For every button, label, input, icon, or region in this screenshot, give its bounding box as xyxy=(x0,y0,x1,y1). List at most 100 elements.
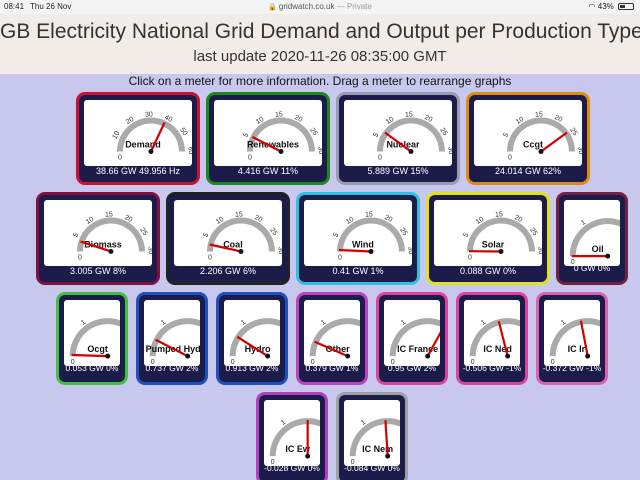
gauge-face: 1230IC Ned xyxy=(464,300,520,366)
gauge-face: 5 10 15 20 25 30 0 Nuclear xyxy=(344,100,452,166)
tick-label: 20 xyxy=(553,114,563,124)
tick-label: 30 xyxy=(316,146,322,155)
gauge-svg: 1230IC Nem xyxy=(349,418,400,466)
meter-label: IC France xyxy=(397,344,438,354)
meter-renewables[interactable]: 5 10 15 20 25 30 0 Renewables 4.416 GW 11% xyxy=(206,92,330,185)
gauge-svg: 5 10 15 20 25 30 0 Nuclear xyxy=(372,111,452,161)
tick-label: 10 xyxy=(255,116,265,126)
gauge-face: 1230Other xyxy=(304,300,360,366)
gauge-face: 1230IC Irl xyxy=(544,300,600,366)
meter-label: Coal xyxy=(223,239,243,249)
meter-readout: 5.889 GW 15% xyxy=(367,166,429,176)
address-bar[interactable]: 🔒 gridwatch.co.uk — Private xyxy=(0,2,640,11)
gauge-needle xyxy=(384,420,389,457)
gauge-svg: 5 10 15 20 25 30 0 Renewables xyxy=(242,111,322,161)
date: Thu 26 Nov xyxy=(30,2,72,11)
meter-ccgt[interactable]: 5 10 15 20 25 30 0 Ccgt 24.014 GW 62% xyxy=(466,92,590,185)
meter-readout: 0.913 GW 2% xyxy=(225,363,279,373)
gauge-arc xyxy=(549,318,600,357)
gauge-arc xyxy=(336,217,405,252)
tick-label-zero: 0 xyxy=(118,154,122,161)
gauge-needle xyxy=(251,135,282,153)
gauge-needle xyxy=(314,340,349,358)
tick-label: 25 xyxy=(138,227,148,237)
meter-readout: 2.206 GW 6% xyxy=(199,266,257,276)
meter-label: Demand xyxy=(125,139,161,149)
gauge-hub xyxy=(408,148,414,154)
gauge-svg: 1230Other xyxy=(309,318,360,366)
meter-coal[interactable]: 5 10 15 20 25 30 0 Coal 2.206 GW 6% xyxy=(166,192,290,285)
gauge-arc xyxy=(69,318,120,357)
gauge-face: 5 10 15 20 25 30 0 Wind xyxy=(304,200,412,266)
gauge-hub xyxy=(148,148,154,154)
gauge-needle xyxy=(209,243,242,253)
tick-label: 20 xyxy=(423,114,433,124)
meter-wind[interactable]: 5 10 15 20 25 30 0 Wind 0.41 GW 1% xyxy=(296,192,420,285)
gauge-needle xyxy=(80,240,112,253)
private-label: — Private xyxy=(336,2,372,11)
tick-label: 15 xyxy=(275,111,283,118)
tick-label: 25 xyxy=(568,127,578,137)
gauge-arc xyxy=(76,217,145,252)
tick-label: 30 xyxy=(276,246,282,255)
meter-readout: 3.005 GW 8% xyxy=(69,266,127,276)
tick-label: 1 xyxy=(480,319,487,327)
meter-label: Wind xyxy=(352,239,374,249)
tick-label: 1 xyxy=(580,219,587,227)
gauge-hub xyxy=(305,453,311,459)
meter-readout: -0.372 GW -1% xyxy=(542,363,602,373)
gauge-face: 1350Hydro xyxy=(224,300,280,366)
meter-label: Renewables xyxy=(247,139,299,149)
gauge-svg: 1350Ocgt xyxy=(69,318,120,366)
gauge-face: 5 10 15 20 25 30 0 Biomass xyxy=(44,200,152,266)
gauge-svg: 5 10 15 20 25 30 0 Solar xyxy=(462,211,542,261)
tick-label-zero: 0 xyxy=(78,254,82,261)
meter-nuclear[interactable]: 5 10 15 20 25 30 0 Nuclear 5.889 GW 15% xyxy=(336,92,460,185)
tick-label-zero: 0 xyxy=(468,254,472,261)
tick-label: 15 xyxy=(405,111,413,118)
tick-label: 15 xyxy=(365,211,373,218)
gauge-arc xyxy=(466,217,535,252)
tick-label: 30 xyxy=(406,246,412,255)
tick-label-zero: 0 xyxy=(391,359,395,366)
tick-label: 30 xyxy=(446,146,452,155)
meter-readout: -0.028 GW 0% xyxy=(264,463,320,473)
meter-solar[interactable]: 5 10 15 20 25 30 0 Solar 0.088 GW 0% xyxy=(426,192,550,285)
lock-icon: 🔒 xyxy=(268,4,277,11)
gauge-hub xyxy=(498,248,504,254)
gauge-svg: 5 10 15 20 25 30 0 Coal xyxy=(202,211,282,261)
meter-label: IC Nem xyxy=(362,444,393,454)
tick-label: 1 xyxy=(360,419,367,427)
tick-label: 10 xyxy=(345,216,355,226)
tick-label-zero: 0 xyxy=(338,254,342,261)
meter-ic-ned[interactable]: 1230IC Ned-0.506 GW -1% xyxy=(456,292,528,385)
gauge-arc xyxy=(506,117,575,152)
meter-readout: 0.95 GW 2% xyxy=(387,363,437,373)
tick-label-zero: 0 xyxy=(351,459,355,466)
meter-biomass[interactable]: 5 10 15 20 25 30 0 Biomass 3.005 GW 8% xyxy=(36,192,160,285)
gauge-hub xyxy=(108,248,114,254)
tick-label: 30 xyxy=(146,246,152,255)
tick-label: 25 xyxy=(438,127,448,137)
meter-ic-nem[interactable]: 1230IC Nem-0.084 GW 0% xyxy=(336,392,408,480)
meter-label: Other xyxy=(326,344,351,354)
meter-readout: 24.014 GW 62% xyxy=(494,166,562,176)
meter-ocgt[interactable]: 1350Ocgt0.053 GW 0% xyxy=(56,292,128,385)
meter-other[interactable]: 1230Other0.379 GW 1% xyxy=(296,292,368,385)
meter-readout: -0.084 GW 0% xyxy=(344,463,400,473)
meter-oil[interactable]: 1230Oil0 GW 0% xyxy=(556,192,628,285)
tick-label-zero: 0 xyxy=(248,154,252,161)
gauge-face: 1350Ocgt xyxy=(64,300,120,366)
meter-ic-irl[interactable]: 1230IC Irl-0.372 GW -1% xyxy=(536,292,608,385)
gauge-needle xyxy=(497,320,509,357)
meter-pumped-hydro[interactable]: 1350Pumped Hydro0.737 GW 2% xyxy=(136,292,208,385)
meter-hydro[interactable]: 1350Hydro0.913 GW 2% xyxy=(216,292,288,385)
tick-label: 1 xyxy=(560,319,567,327)
meter-demand[interactable]: 10 20 30 40 50 60 0 Demand 38.66 GW 49.956 Hz xyxy=(76,92,200,185)
gauge-hub xyxy=(278,148,284,154)
gauge-svg: 1230Oil xyxy=(569,218,620,266)
meter-ic-ew[interactable]: 1230IC Ew-0.028 GW 0% xyxy=(256,392,328,480)
tick-label: 10 xyxy=(85,216,95,226)
